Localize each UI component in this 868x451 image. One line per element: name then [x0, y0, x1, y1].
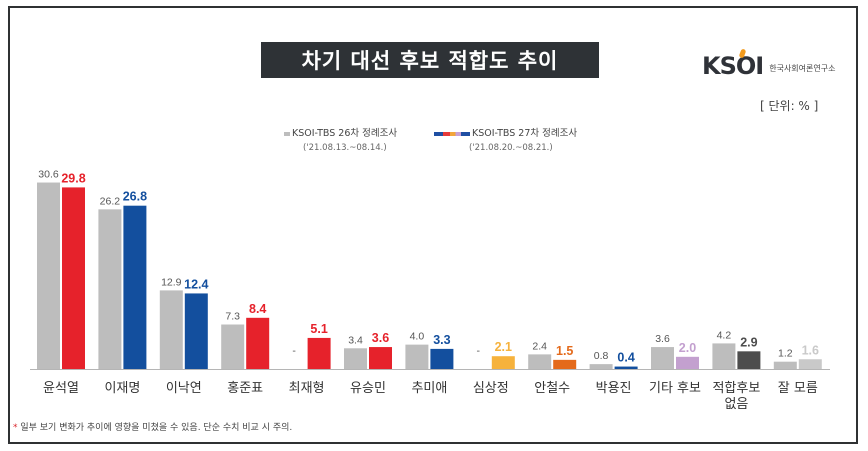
bar-prev-11 [712, 343, 736, 369]
value-label-prev-10: 3.6 [655, 333, 670, 345]
value-label-curr-12: 1.6 [802, 343, 819, 357]
value-label-prev-5: 3.4 [348, 334, 363, 346]
value-label-prev-1: 26.2 [100, 195, 121, 207]
bar-prev-8 [528, 354, 552, 369]
value-label-curr-11: 2.9 [740, 335, 757, 349]
value-label-curr-7: 2.1 [495, 340, 512, 354]
category-label-11: 적합후보 [712, 381, 760, 396]
value-label-prev-2: 12.9 [161, 276, 182, 288]
category-label-11-line2: 없음 [724, 397, 748, 412]
category-label-6: 추미애 [411, 381, 447, 396]
bar-prev-10 [651, 347, 674, 369]
value-label-prev-9: 0.8 [594, 350, 609, 362]
bar-curr-5 [369, 347, 392, 369]
footnote-text: 일부 보기 변화가 추이에 영향을 미쳤을 수 있음. 단순 수치 비교 시 주… [17, 423, 293, 433]
value-label-prev-12: 1.2 [778, 348, 793, 360]
legend-item-prev: KSOI-TBS 26차 정례조사 [284, 125, 397, 139]
value-label-curr-1: 26.8 [123, 190, 147, 204]
chart-frame [8, 6, 858, 444]
legend-period-prev: ('21.08.13.~08.14.) [303, 143, 387, 153]
category-label-2: 이낙연 [166, 381, 202, 396]
legend-swatch-prev [284, 131, 290, 136]
value-label-prev-4: - [292, 345, 296, 357]
bar-curr-6 [430, 348, 454, 369]
bar-prev-1 [98, 209, 122, 369]
value-label-prev-11: 4.2 [717, 329, 732, 341]
value-label-prev-8: 2.4 [532, 340, 547, 352]
bar-curr-1 [123, 205, 147, 369]
category-label-10: 기타 후보 [649, 381, 701, 396]
category-label-0: 윤석열 [43, 381, 79, 396]
value-label-curr-0: 29.8 [61, 171, 85, 185]
legend-label-curr: KSOI-TBS 27차 정례조사 [472, 128, 578, 139]
logo-text: KSOI [702, 52, 764, 80]
category-label-4: 최재형 [289, 381, 325, 396]
category-label-7: 심상정 [473, 381, 509, 396]
bar-curr-9 [614, 366, 638, 369]
bar-curr-10 [676, 356, 699, 369]
value-label-curr-8: 1.5 [556, 344, 573, 358]
legend-swatch-curr [434, 131, 470, 136]
chart-title: 차기 대선 후보 적합도 추이 [261, 42, 599, 78]
ksoi-logo: KSOI 한국사회여론연구소 [702, 48, 836, 80]
bar-prev-3 [221, 324, 245, 369]
category-label-1: 이재명 [104, 381, 140, 396]
category-label-12: 잘 모름 [778, 381, 818, 396]
legend-period-curr: ('21.08.20.~08.21.) [469, 143, 553, 153]
legend-item-curr: KSOI-TBS 27차 정례조사 [434, 125, 577, 139]
bar-curr-7 [491, 356, 515, 369]
value-label-curr-10: 2.0 [679, 341, 696, 355]
value-label-curr-4: 5.1 [310, 322, 327, 336]
value-label-prev-3: 7.3 [225, 311, 240, 323]
value-label-prev-0: 30.6 [38, 169, 59, 181]
value-label-curr-6: 3.3 [433, 333, 450, 347]
bar-curr-11 [737, 351, 761, 369]
value-label-prev-6: 4.0 [410, 331, 425, 343]
category-label-5: 유승민 [350, 381, 386, 396]
bar-prev-12 [773, 361, 797, 369]
category-label-8: 안철수 [534, 381, 570, 396]
value-label-curr-3: 8.4 [249, 302, 266, 316]
value-label-curr-9: 0.4 [617, 351, 634, 365]
footnote: * 일부 보기 변화가 추이에 영향을 미쳤을 수 있음. 단순 수치 비교 시… [13, 420, 292, 433]
bar-curr-0 [62, 187, 85, 369]
logo-subtitle: 한국사회여론연구소 [769, 63, 836, 73]
footnote-star: * [13, 423, 18, 433]
value-label-curr-2: 12.4 [184, 277, 208, 291]
bar-prev-6 [405, 344, 429, 369]
bar-prev-0 [37, 182, 60, 369]
category-label-9: 박용진 [596, 381, 632, 396]
category-label-3: 홍준표 [227, 381, 263, 396]
legend-label-prev: KSOI-TBS 26차 정례조사 [292, 128, 398, 139]
bar-curr-4 [307, 337, 331, 369]
bar-prev-5 [344, 348, 367, 369]
bar-curr-12 [798, 359, 822, 369]
bar-curr-3 [246, 317, 270, 369]
bar-prev-2 [159, 290, 183, 369]
value-label-curr-5: 3.6 [372, 331, 389, 345]
bar-prev-9 [589, 364, 613, 369]
value-label-prev-7: - [477, 345, 481, 357]
bar-curr-2 [184, 293, 208, 369]
bar-curr-8 [553, 359, 577, 369]
unit-label: [ 단위: % ] [760, 99, 819, 113]
